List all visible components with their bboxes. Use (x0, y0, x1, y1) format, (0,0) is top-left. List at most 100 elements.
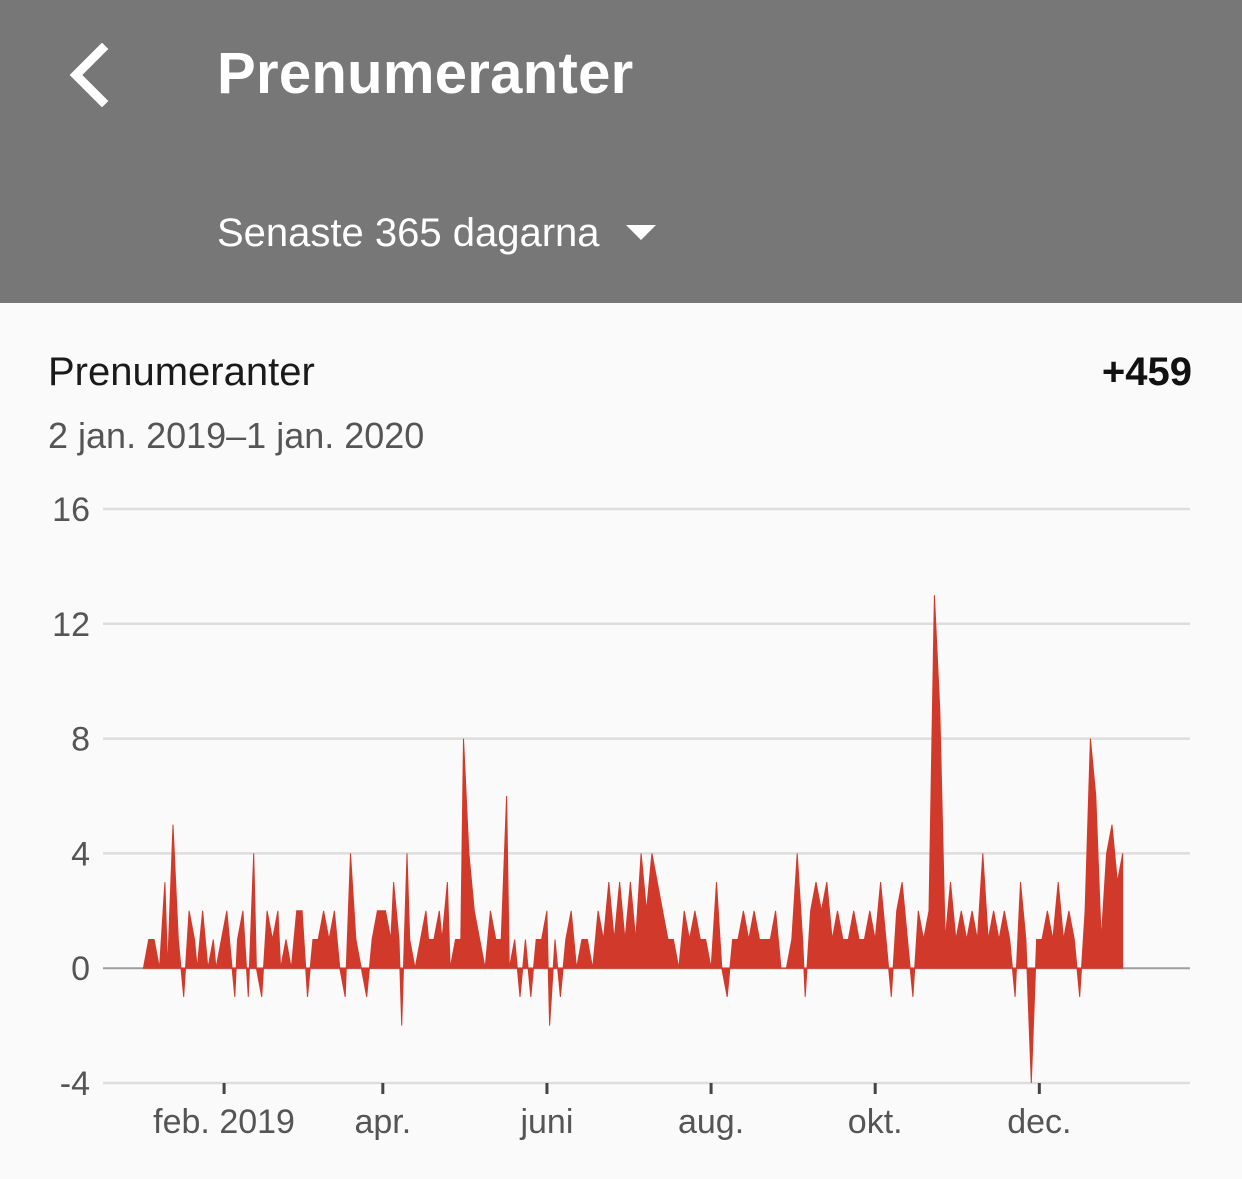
data-point (1068, 910, 1070, 912)
data-point (586, 939, 588, 941)
data-point (172, 824, 174, 826)
data-point (791, 939, 793, 941)
data-point (506, 795, 508, 797)
data-point (226, 910, 228, 912)
data-point (1089, 738, 1091, 740)
data-point (742, 910, 744, 912)
data-point (656, 881, 658, 883)
data-point (804, 996, 806, 998)
data-point (398, 939, 400, 941)
data-point (694, 910, 696, 912)
data-point (328, 939, 330, 941)
data-point (247, 996, 249, 998)
data-point (234, 996, 236, 998)
data-point (993, 910, 995, 912)
data-point (1106, 852, 1108, 854)
date-range-label: Senaste 365 dagarna (217, 210, 600, 255)
data-point (939, 709, 941, 711)
data-point (597, 910, 599, 912)
data-point (565, 939, 567, 941)
data-point (541, 939, 543, 941)
data-point (753, 910, 755, 912)
data-point (715, 881, 717, 883)
data-point (987, 939, 989, 941)
data-point (344, 996, 346, 998)
x-tick-label: apr. (354, 1103, 411, 1141)
data-point (164, 881, 166, 883)
data-point (1100, 939, 1102, 941)
data-point (629, 881, 631, 883)
data-point (280, 967, 282, 969)
x-tick-label: feb. 2019 (153, 1103, 295, 1141)
data-point (454, 939, 456, 941)
data-point (530, 996, 532, 998)
data-point (710, 967, 712, 969)
data-point (406, 852, 408, 854)
data-point (519, 996, 521, 998)
data-point (737, 939, 739, 941)
data-point (912, 996, 914, 998)
data-point (428, 939, 430, 941)
data-point (858, 939, 860, 941)
data-point (785, 967, 787, 969)
data-point (1073, 939, 1075, 941)
data-point (667, 939, 669, 941)
data-point (237, 939, 239, 941)
data-point (255, 967, 257, 969)
data-point (393, 881, 395, 883)
data-point (820, 910, 822, 912)
data-point (323, 910, 325, 912)
data-point (193, 939, 195, 941)
date-range-dropdown[interactable]: Senaste 365 dagarna (217, 205, 656, 261)
data-point (366, 996, 368, 998)
data-point (446, 881, 448, 883)
data-point (153, 939, 155, 941)
back-button[interactable] (48, 30, 128, 120)
data-point (419, 939, 421, 941)
data-point (815, 881, 817, 883)
y-tick-label: -4 (60, 1065, 90, 1103)
data-point (285, 939, 287, 941)
data-point (473, 910, 475, 912)
data-point (976, 939, 978, 941)
data-point (732, 939, 734, 941)
data-point (1041, 939, 1043, 941)
data-point (608, 881, 610, 883)
data-point (619, 881, 621, 883)
data-point (917, 910, 919, 912)
data-point (646, 910, 648, 912)
data-point (602, 939, 604, 941)
data-point (409, 939, 411, 941)
subscribers-area (142, 595, 1124, 1084)
data-point (576, 967, 578, 969)
data-point (317, 939, 319, 941)
data-point (290, 967, 292, 969)
data-point (624, 939, 626, 941)
data-point (885, 939, 887, 941)
data-point (998, 939, 1000, 941)
data-point (1079, 996, 1081, 998)
data-point (769, 939, 771, 941)
data-point (581, 939, 583, 941)
data-point (1003, 910, 1005, 912)
data-point (1116, 881, 1118, 883)
data-point (514, 939, 516, 941)
data-point (559, 996, 561, 998)
metric-title: Prenumeranter (48, 350, 315, 394)
data-point (570, 910, 572, 912)
page-title: Prenumeranter (217, 41, 634, 106)
data-point (188, 910, 190, 912)
data-point (339, 967, 341, 969)
data-point (635, 939, 637, 941)
data-point (376, 910, 378, 912)
y-tick-label: 4 (71, 835, 90, 873)
data-point (726, 996, 728, 998)
data-point (971, 910, 973, 912)
data-point (220, 939, 222, 941)
data-point (847, 939, 849, 941)
data-point (207, 967, 209, 969)
data-point (944, 939, 946, 941)
data-point (390, 939, 392, 941)
data-point (699, 939, 701, 941)
x-tick-label: aug. (678, 1103, 744, 1141)
